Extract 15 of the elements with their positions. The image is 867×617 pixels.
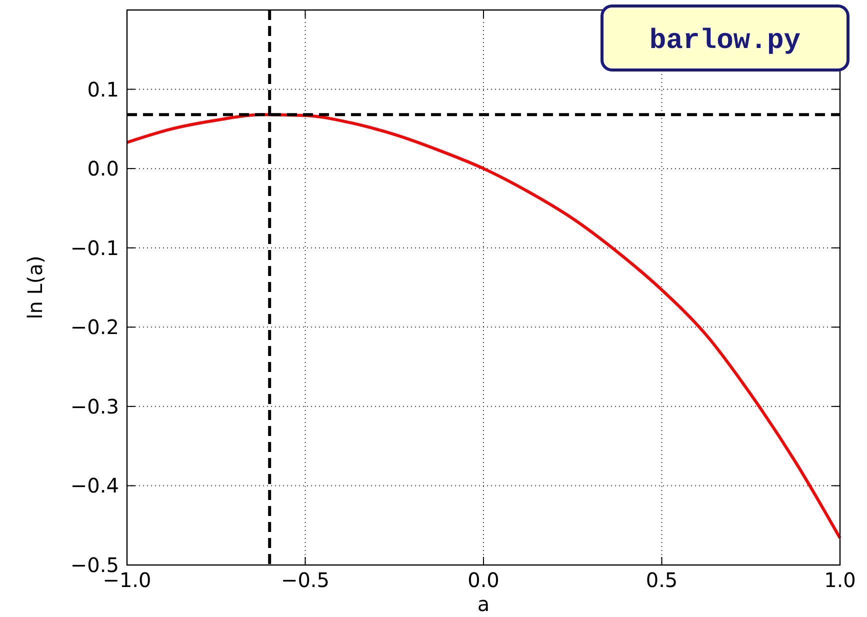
y-tick-label: −0.2 [70, 315, 119, 340]
y-tick-label: −0.1 [70, 236, 119, 260]
x-axis-title: a [477, 592, 490, 616]
x-tick-label: 1.0 [824, 568, 856, 592]
line-series [126, 113, 842, 540]
label-box: barlow.py [600, 4, 850, 72]
x-tick-label: 0.0 [468, 568, 500, 592]
y-tick-label: −0.4 [70, 474, 119, 498]
annotation: barlow.py [649, 26, 801, 57]
y-tick-label: 0.1 [87, 77, 119, 102]
x-tick-label: 0.5 [646, 568, 678, 592]
y-tick-label: 0.0 [87, 156, 119, 181]
x-tick-label: −0.5 [280, 568, 330, 592]
y-axis-title: ln L(a) [23, 256, 47, 320]
y-tick-label: −0.3 [70, 394, 119, 418]
